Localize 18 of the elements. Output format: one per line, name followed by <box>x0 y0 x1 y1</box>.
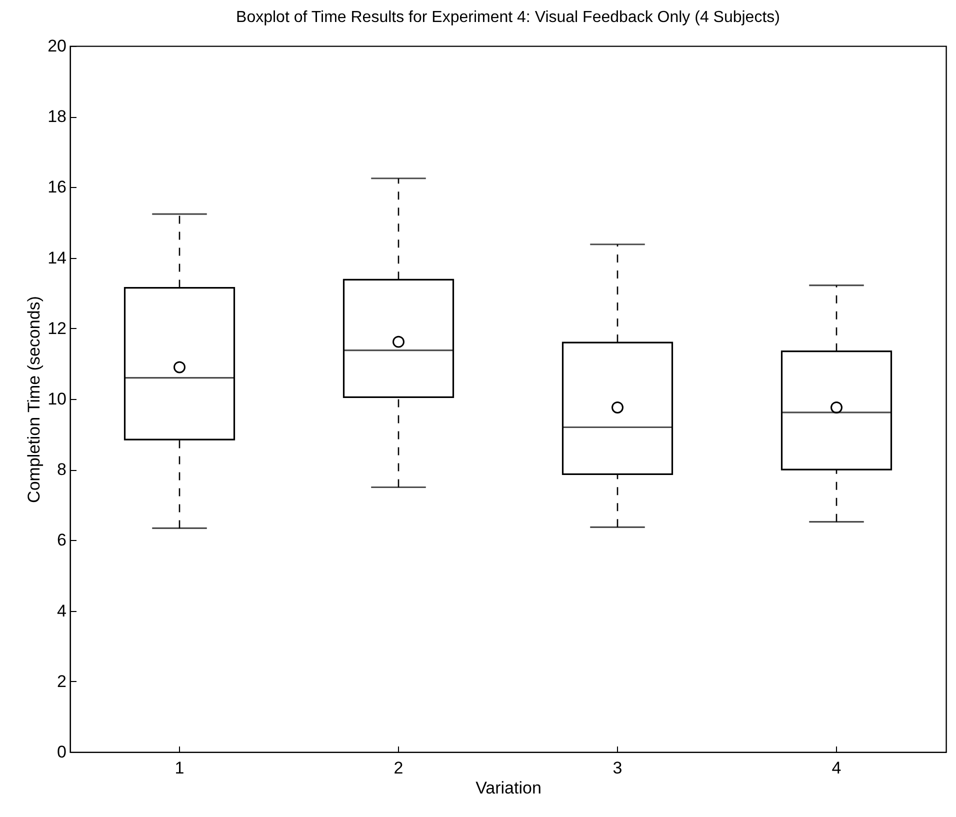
chart-title: Boxplot of Time Results for Experiment 4: Visual Feedback Only (4 Subjects) <box>236 9 780 26</box>
x-tick-label: 4 <box>832 758 842 778</box>
y-tick-label: 4 <box>57 601 66 620</box>
x-axis-title: Variation <box>476 778 542 798</box>
y-tick-label: 8 <box>57 460 66 480</box>
y-tick-label: 2 <box>57 672 66 691</box>
y-axis-title: Completion Time (seconds) <box>24 296 44 503</box>
x-tick-label: 2 <box>394 758 404 778</box>
y-tick-label: 10 <box>48 390 66 408</box>
y-tick-label: 6 <box>57 530 66 550</box>
x-tick-label: 1 <box>174 758 184 778</box>
y-tick-label: 14 <box>48 248 66 268</box>
y-tick-label: 20 <box>48 36 66 56</box>
y-tick-label: 0 <box>57 742 66 762</box>
x-tick-label: 3 <box>612 758 622 778</box>
y-tick-label: 18 <box>48 107 66 126</box>
y-tick-label: 16 <box>48 178 66 197</box>
y-tick-label: 12 <box>48 318 66 338</box>
